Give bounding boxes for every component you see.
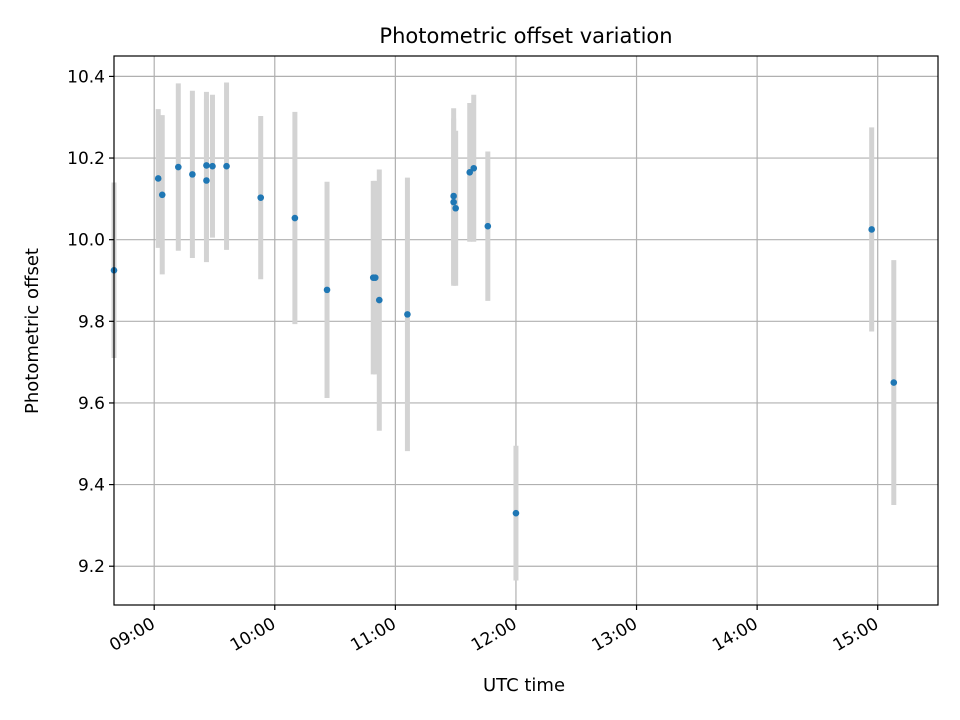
- data-point: [890, 379, 898, 386]
- data-point: [450, 198, 457, 206]
- data-point: [470, 164, 478, 172]
- data-point: [371, 274, 379, 281]
- data-point: [257, 194, 265, 201]
- plot-frame: [113, 55, 939, 606]
- data-point: [158, 191, 166, 199]
- y-tick-label: 10.0: [67, 231, 105, 251]
- data-point: [291, 214, 299, 222]
- data-point: [452, 204, 459, 212]
- y-tick-label: 10.4: [67, 67, 105, 87]
- y-axis-label: Photometric offset: [22, 248, 43, 414]
- data-point: [175, 163, 182, 171]
- data-point: [868, 226, 875, 233]
- data-point: [203, 177, 210, 184]
- data-point: [323, 286, 331, 294]
- data-point: [375, 296, 383, 304]
- data-point: [484, 222, 492, 230]
- data-point: [450, 192, 457, 200]
- chart-title: Photometric offset variation: [379, 24, 672, 48]
- x-axis-label: UTC time: [483, 675, 565, 696]
- data-point: [223, 162, 230, 170]
- data-point: [512, 509, 520, 517]
- data-point: [209, 162, 216, 170]
- grid: [114, 56, 938, 605]
- y-tick-label: 9.8: [78, 312, 105, 332]
- y-tick-label: 9.2: [78, 557, 105, 577]
- data-points: [110, 162, 898, 517]
- data-point: [203, 162, 210, 169]
- data-point: [189, 171, 196, 178]
- y-tick-label: 9.6: [78, 394, 105, 414]
- data-point: [466, 169, 474, 176]
- data-point: [404, 311, 411, 318]
- y-axis-ticks: 9.2 9.4 9.6 9.8 10.0 10.2 10.4: [67, 67, 114, 577]
- y-tick-label: 9.4: [78, 476, 105, 496]
- y-tick-label: 10.2: [67, 149, 105, 169]
- data-point: [154, 175, 162, 182]
